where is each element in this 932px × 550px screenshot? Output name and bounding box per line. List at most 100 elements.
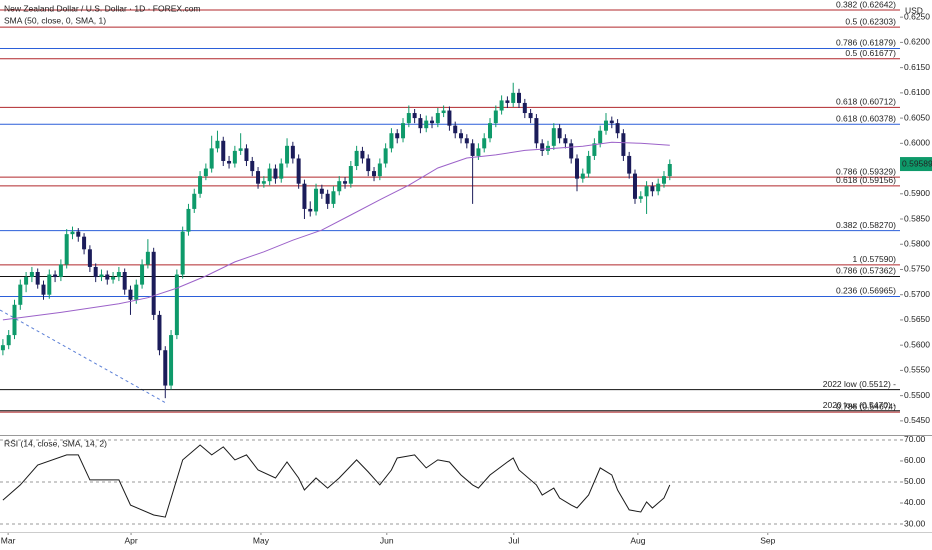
level-label: 0.786 (0.61879) (836, 38, 896, 48)
candle-body (24, 277, 29, 285)
candle-body (145, 251, 150, 265)
candle-body (331, 191, 336, 204)
candle-body (557, 128, 562, 139)
candle-body (609, 120, 614, 124)
candle-body (47, 274, 52, 295)
candle-body (435, 113, 440, 124)
candle-body (603, 120, 608, 131)
level-label: 0.786 (0.54674) (836, 401, 896, 411)
chart-title: New Zealand Dollar / U.S. Dollar · 1D · … (4, 3, 201, 13)
level-label: 1 (0.57590) (853, 254, 897, 264)
rsi-line (2, 444, 671, 518)
sma-line (2, 141, 670, 321)
candle-body (453, 125, 458, 134)
y-tick-label: 0.6000 (904, 138, 930, 148)
candle-body (464, 138, 469, 144)
last-price-box (900, 157, 932, 172)
candle-body (319, 188, 324, 194)
sma-legend: SMA (50, close, 0, SMA, 1) (4, 15, 106, 25)
candle-body (290, 145, 295, 159)
candle-body (360, 150, 365, 159)
candle-body (76, 231, 81, 237)
candle-body (93, 266, 98, 278)
level-label: 0.618 (0.60712) (836, 97, 896, 107)
candle-body (140, 264, 145, 285)
y-tick-label: 0.5700 (904, 289, 930, 299)
candle-body (308, 208, 313, 212)
candle-body (0, 345, 5, 351)
level-label: 0.382 (0.62642) (836, 0, 896, 9)
candle-body (447, 110, 452, 126)
candle-body (366, 158, 371, 172)
level-label: 0.786 (0.59329) (836, 166, 896, 176)
candle-body (279, 163, 284, 179)
level-label: 0.236 (0.56965) (836, 286, 896, 296)
candle-body (256, 171, 261, 184)
candle-body (493, 110, 498, 124)
y-tick-label: 0.5550 (904, 365, 930, 375)
candle-body (169, 335, 174, 386)
candle-body (244, 148, 249, 161)
candle-body (505, 100, 510, 103)
candle-body (406, 113, 411, 124)
candle-body (656, 183, 661, 192)
candle-body (192, 193, 197, 209)
level-label: 0.618 (0.60378) (836, 113, 896, 123)
candle-body (534, 118, 539, 144)
candle-body (551, 128, 556, 146)
candle-body (285, 145, 290, 164)
candle-body (650, 186, 655, 192)
last-price-label: 0.59589 (902, 158, 932, 168)
rsi-y-tick-label: 70.00 (904, 434, 926, 444)
candle-body (227, 160, 232, 164)
candle-body (250, 160, 255, 172)
levels: 0.382 (0.62642) 0.5 (0.62303) 0.786 (0.618… (0, 0, 900, 413)
candle-body (273, 168, 278, 179)
candle-body (53, 274, 58, 278)
candle-body (157, 314, 162, 351)
candle-body (372, 171, 377, 177)
level-label: 0.5 (0.61677) (845, 48, 896, 58)
y-tick-label: 0.5750 (904, 264, 930, 274)
x-tick-label: Jul (508, 535, 519, 545)
candle-body (203, 168, 208, 177)
candle-body (111, 277, 116, 280)
x-tick-label: Jun (380, 535, 394, 545)
candle-body (296, 158, 301, 184)
trend-line (0, 309, 167, 404)
rsi-y-tick-label: 30.00 (904, 518, 926, 528)
candle-body (348, 166, 353, 184)
candle-body (377, 163, 382, 177)
candle-body (644, 186, 649, 197)
candle-body (667, 164, 672, 177)
level-label: 0.786 (0.57362) (836, 266, 896, 276)
rsi-y-tick-label: 60.00 (904, 455, 926, 465)
candle-body (70, 231, 75, 235)
x-tick-label: Mar (1, 535, 16, 545)
candle-body (215, 140, 220, 149)
candle-body (511, 92, 516, 103)
level-label: 0.618 (0.59156) (836, 175, 896, 185)
candles (0, 82, 672, 399)
candle-body (6, 335, 11, 346)
candle-body (615, 123, 620, 134)
candle-body (209, 148, 214, 169)
candle-body (221, 140, 226, 161)
candle-body (35, 272, 40, 285)
candle-body (627, 155, 632, 174)
candle-body (441, 110, 446, 114)
candle-body (580, 173, 585, 179)
candle-body (574, 158, 579, 179)
candle-body (412, 113, 417, 119)
candle-body (337, 181, 342, 192)
candle-body (105, 274, 110, 280)
candle-body (586, 155, 591, 174)
candle-body (592, 143, 597, 156)
candle-body (186, 208, 191, 232)
candle-body (325, 193, 330, 204)
candle-body (470, 143, 475, 156)
candle-body (418, 118, 423, 129)
candle-body (354, 150, 359, 167)
